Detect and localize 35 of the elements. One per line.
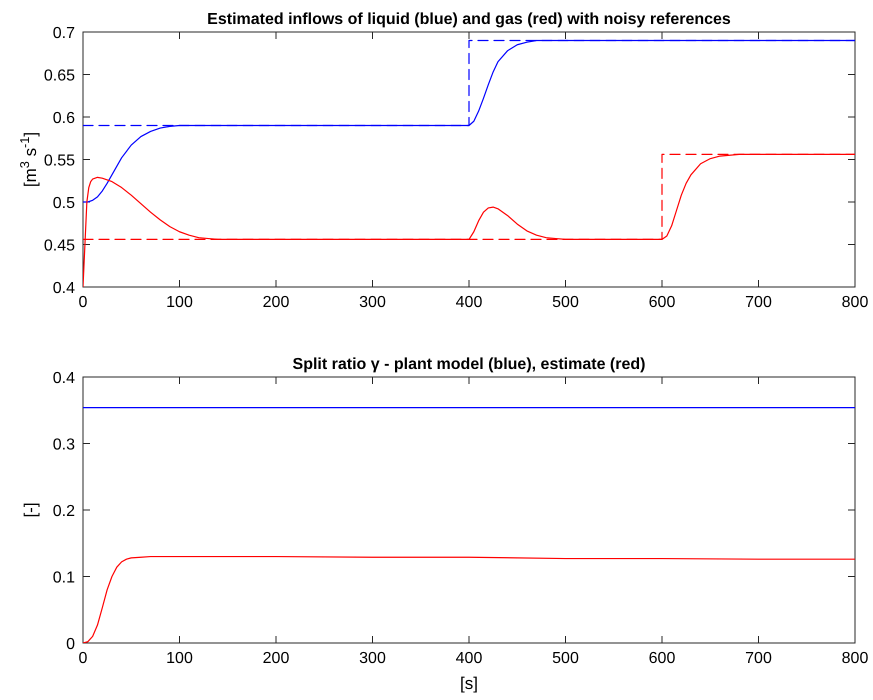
- y-tick-label: 0.1: [52, 570, 76, 586]
- x-tick-label: 100: [166, 294, 193, 311]
- line-series: [83, 556, 855, 643]
- x-tick-label: 400: [456, 294, 482, 311]
- x-tick-label: 300: [359, 294, 386, 311]
- x-tick-label: 800: [842, 294, 868, 311]
- y-tick-label: 0.4: [52, 280, 76, 297]
- x-tick-label: 600: [648, 294, 676, 311]
- chart-title: Split ratio γ - plant model (blue), estimate (red): [292, 356, 646, 373]
- y-tick-label: 0.6: [52, 110, 76, 127]
- y-tick-label: 0.3: [52, 436, 76, 454]
- x-tick-label: 500: [552, 294, 579, 311]
- x-tick-label: 600: [648, 650, 676, 667]
- x-axis-title: [s]: [460, 674, 478, 693]
- y-tick-label: 0.55: [44, 152, 76, 170]
- x-tick-label: 0: [78, 650, 88, 667]
- y-tick-label: 0.2: [52, 503, 76, 520]
- y-tick-label: 0.4: [52, 370, 76, 387]
- y-tick-label: 0.45: [44, 238, 76, 254]
- y-tick-label: 0.5: [52, 195, 76, 212]
- x-tick-label: 200: [262, 294, 290, 311]
- x-tick-label: 700: [745, 650, 772, 667]
- x-tick-label: 0: [78, 294, 88, 311]
- y-tick-label: 0.7: [52, 25, 76, 42]
- y-axis-title: [-]: [21, 502, 40, 518]
- x-tick-label: 700: [745, 294, 772, 311]
- x-tick-label: 800: [842, 650, 868, 667]
- y-tick-label: 0: [66, 636, 76, 653]
- x-tick-label: 200: [262, 650, 290, 667]
- x-tick-label: 100: [166, 650, 193, 667]
- x-tick-label: 400: [456, 650, 482, 667]
- x-tick-label: 300: [359, 650, 386, 667]
- chart-title: Estimated inflows of liquid (blue) and gas (red) with noisy references: [207, 11, 731, 28]
- y-tick-label: 0.65: [44, 68, 76, 84]
- x-tick-label: 500: [552, 650, 579, 667]
